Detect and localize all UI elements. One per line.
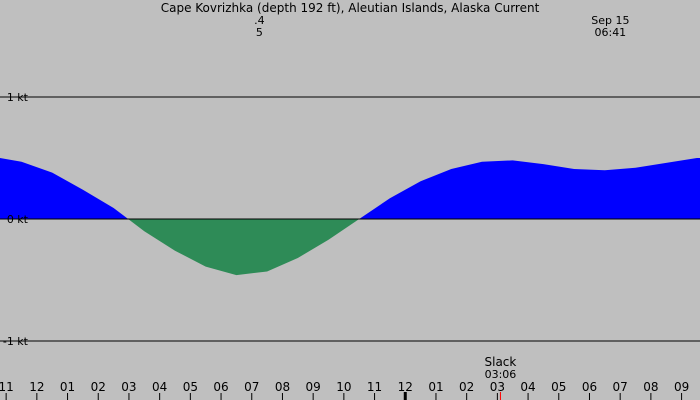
hour-axis: 11 12 01 02 03 04 05 06 07 08 09 10 11 12 01 02 03 04 05 06… [0, 380, 689, 400]
hour-label: 04 [152, 380, 167, 394]
chart-title: Cape Kovrizhka (depth 192 ft), Aleutian … [161, 1, 540, 15]
midnight-marker [403, 392, 407, 400]
grid-lines [0, 96, 700, 342]
flood-area [0, 158, 700, 219]
top-event-date: .4 [254, 14, 265, 27]
hour-label: 06 [213, 380, 228, 394]
bottom-event-time: 03:06 [485, 368, 517, 381]
hour-label: 06 [582, 380, 597, 394]
bottom-event-label: Slack [485, 355, 517, 369]
hour-label: 03 [490, 380, 505, 394]
hour-label: 03 [121, 380, 136, 394]
y-tick-label: -1 kt [3, 335, 29, 348]
hour-label: 09 [306, 380, 321, 394]
current-area [0, 158, 700, 276]
hour-label: 04 [520, 380, 535, 394]
hour-label: 08 [275, 380, 290, 394]
y-tick-label: 0 kt [7, 213, 29, 226]
hour-label: 10 [336, 380, 351, 394]
hour-label: 07 [244, 380, 259, 394]
hour-label: 09 [674, 380, 689, 394]
top-event-time: 06:41 [594, 26, 626, 39]
hour-label: 02 [91, 380, 106, 394]
hour-label: 05 [551, 380, 566, 394]
hour-label: 05 [183, 380, 198, 394]
y-axis-labels: 1 kt 0 kt -1 kt [3, 91, 29, 348]
hour-label: 01 [60, 380, 75, 394]
hour-label: 12 [29, 380, 44, 394]
hour-label: 07 [613, 380, 628, 394]
hour-label: 11 [367, 380, 382, 394]
hour-label: 11 [0, 380, 14, 394]
hour-label: 01 [428, 380, 443, 394]
y-tick-label: 1 kt [7, 91, 29, 104]
top-event-date: Sep 15 [591, 14, 629, 27]
hour-label: 08 [643, 380, 658, 394]
hour-label: 12 [398, 380, 413, 394]
top-event-time: 5 [256, 26, 263, 39]
ebb-area [0, 219, 700, 276]
hour-label: 02 [459, 380, 474, 394]
